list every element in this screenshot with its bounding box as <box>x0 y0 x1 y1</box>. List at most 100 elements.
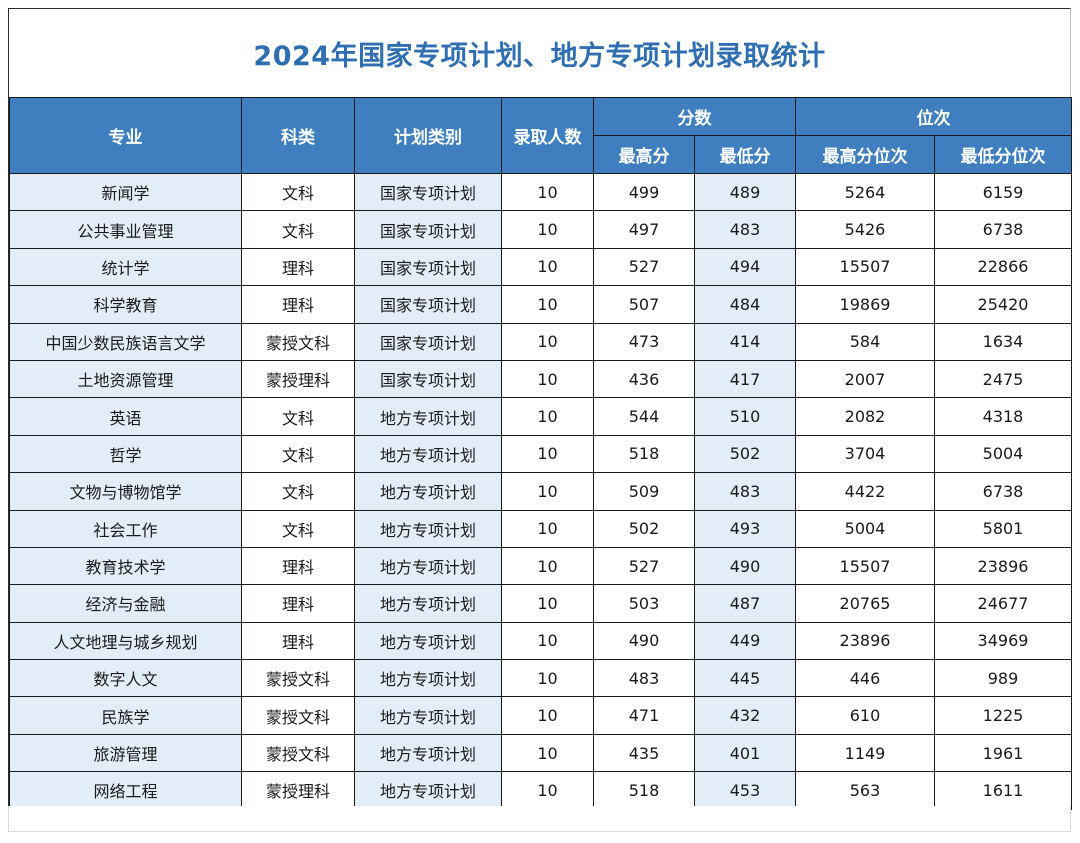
cell-major: 数字人文 <box>9 659 242 698</box>
table-row: 新闻学 文科 国家专项计划 10 499 489 5264 6159 <box>9 172 1072 212</box>
cell-min-score: 445 <box>694 659 796 698</box>
cell-min-rank: 5004 <box>934 434 1072 474</box>
cell-min-rank: 24677 <box>934 584 1072 623</box>
cell-max-score: 490 <box>593 621 695 661</box>
cell-admitted: 10 <box>501 172 594 212</box>
cell-plan-type: 国家专项计划 <box>354 210 502 249</box>
cell-min-score: 484 <box>694 285 796 324</box>
table-row: 统计学 理科 国家专项计划 10 527 494 15507 22866 <box>9 247 1072 287</box>
cell-subject: 文科 <box>241 397 355 436</box>
cell-subject: 蒙授理科 <box>241 771 355 810</box>
cell-min-rank: 4318 <box>934 397 1072 436</box>
cell-plan-type: 国家专项计划 <box>354 172 502 212</box>
bottom-strip <box>8 806 1071 832</box>
cell-major: 哲学 <box>9 434 242 474</box>
cell-min-score: 493 <box>694 509 796 548</box>
cell-max-score: 544 <box>593 397 695 436</box>
cell-min-rank: 989 <box>934 659 1072 698</box>
cell-min-rank: 1961 <box>934 733 1072 773</box>
cell-subject: 理科 <box>241 621 355 661</box>
cell-admitted: 10 <box>501 285 594 324</box>
page-title: 2024年国家专项计划、地方专项计划录取统计 <box>253 40 826 72</box>
table-row: 土地资源管理 蒙授理科 国家专项计划 10 436 417 2007 2475 <box>9 359 1072 399</box>
cell-max-rank: 5426 <box>795 210 935 249</box>
cell-admitted: 10 <box>501 210 594 249</box>
header-admitted: 录取人数 <box>501 97 594 174</box>
cell-min-rank: 1611 <box>934 771 1072 810</box>
cell-min-score: 510 <box>694 397 796 436</box>
table-row: 中国少数民族语言文学 蒙授文科 国家专项计划 10 473 414 584 1634 <box>9 322 1072 361</box>
cell-min-score: 490 <box>694 546 796 586</box>
cell-major: 社会工作 <box>9 509 242 548</box>
cell-major: 新闻学 <box>9 172 242 212</box>
cell-max-rank: 2082 <box>795 397 935 436</box>
table-row: 网络工程 蒙授理科 地方专项计划 10 518 453 563 1611 <box>9 771 1072 810</box>
table-row: 社会工作 文科 地方专项计划 10 502 493 5004 5801 <box>9 509 1072 548</box>
table-row: 旅游管理 蒙授文科 地方专项计划 10 435 401 1149 1961 <box>9 733 1072 773</box>
table-row: 公共事业管理 文科 国家专项计划 10 497 483 5426 6738 <box>9 210 1072 249</box>
cell-max-score: 497 <box>593 210 695 249</box>
cell-max-score: 503 <box>593 584 695 623</box>
cell-admitted: 10 <box>501 696 594 735</box>
header-min-score: 最低分 <box>694 135 796 174</box>
cell-plan-type: 地方专项计划 <box>354 509 502 548</box>
cell-admitted: 10 <box>501 247 594 287</box>
cell-max-score: 527 <box>593 247 695 287</box>
cell-min-score: 432 <box>694 696 796 735</box>
cell-min-rank: 6738 <box>934 472 1072 511</box>
table-row: 数字人文 蒙授文科 地方专项计划 10 483 445 446 989 <box>9 659 1072 698</box>
cell-subject: 文科 <box>241 210 355 249</box>
cell-min-score: 494 <box>694 247 796 287</box>
cell-plan-type: 地方专项计划 <box>354 472 502 511</box>
cell-admitted: 10 <box>501 434 594 474</box>
document-frame: 2024年国家专项计划、地方专项计划录取统计 专业 科类 计划类别 录取人数 分… <box>8 8 1072 810</box>
cell-admitted: 10 <box>501 546 594 586</box>
cell-major: 人文地理与城乡规划 <box>9 621 242 661</box>
cell-max-score: 436 <box>593 359 695 399</box>
cell-major: 公共事业管理 <box>9 210 242 249</box>
cell-plan-type: 地方专项计划 <box>354 771 502 810</box>
header-scores-group: 分数 <box>593 97 796 136</box>
cell-subject: 理科 <box>241 584 355 623</box>
cell-max-rank: 2007 <box>795 359 935 399</box>
cell-max-rank: 610 <box>795 696 935 735</box>
cell-min-rank: 6159 <box>934 172 1072 212</box>
cell-min-rank: 34969 <box>934 621 1072 661</box>
table-row: 英语 文科 地方专项计划 10 544 510 2082 4318 <box>9 397 1072 436</box>
cell-plan-type: 地方专项计划 <box>354 621 502 661</box>
cell-major: 网络工程 <box>9 771 242 810</box>
cell-subject: 文科 <box>241 172 355 212</box>
cell-max-rank: 1149 <box>795 733 935 773</box>
cell-max-rank: 563 <box>795 771 935 810</box>
cell-plan-type: 地方专项计划 <box>354 434 502 474</box>
cell-admitted: 10 <box>501 397 594 436</box>
cell-major: 教育技术学 <box>9 546 242 586</box>
cell-min-score: 483 <box>694 472 796 511</box>
table-row: 人文地理与城乡规划 理科 地方专项计划 10 490 449 23896 34969 <box>9 621 1072 661</box>
cell-max-rank: 23896 <box>795 621 935 661</box>
cell-max-rank: 446 <box>795 659 935 698</box>
cell-max-rank: 5264 <box>795 172 935 212</box>
cell-min-rank: 25420 <box>934 285 1072 324</box>
cell-subject: 蒙授文科 <box>241 322 355 361</box>
cell-min-score: 483 <box>694 210 796 249</box>
cell-admitted: 10 <box>501 733 594 773</box>
cell-admitted: 10 <box>501 359 594 399</box>
cell-subject: 蒙授文科 <box>241 733 355 773</box>
cell-major: 民族学 <box>9 696 242 735</box>
header-rank-group: 位次 <box>795 97 1072 136</box>
cell-admitted: 10 <box>501 322 594 361</box>
header-max-rank: 最高分位次 <box>795 135 935 174</box>
cell-max-rank: 15507 <box>795 546 935 586</box>
cell-major: 旅游管理 <box>9 733 242 773</box>
cell-plan-type: 地方专项计划 <box>354 546 502 586</box>
cell-max-score: 483 <box>593 659 695 698</box>
admission-table: 专业 科类 计划类别 录取人数 分数 位次 最高分 最低分 最高分位次 最低分位… <box>9 97 1072 810</box>
cell-max-rank: 20765 <box>795 584 935 623</box>
table-row: 经济与金融 理科 地方专项计划 10 503 487 20765 24677 <box>9 584 1072 623</box>
table-body: 新闻学 文科 国家专项计划 10 499 489 5264 6159 公共事业管理 文科 国家专项计… <box>9 172 1072 810</box>
cell-max-rank: 584 <box>795 322 935 361</box>
cell-plan-type: 地方专项计划 <box>354 659 502 698</box>
cell-min-score: 487 <box>694 584 796 623</box>
cell-admitted: 10 <box>501 509 594 548</box>
